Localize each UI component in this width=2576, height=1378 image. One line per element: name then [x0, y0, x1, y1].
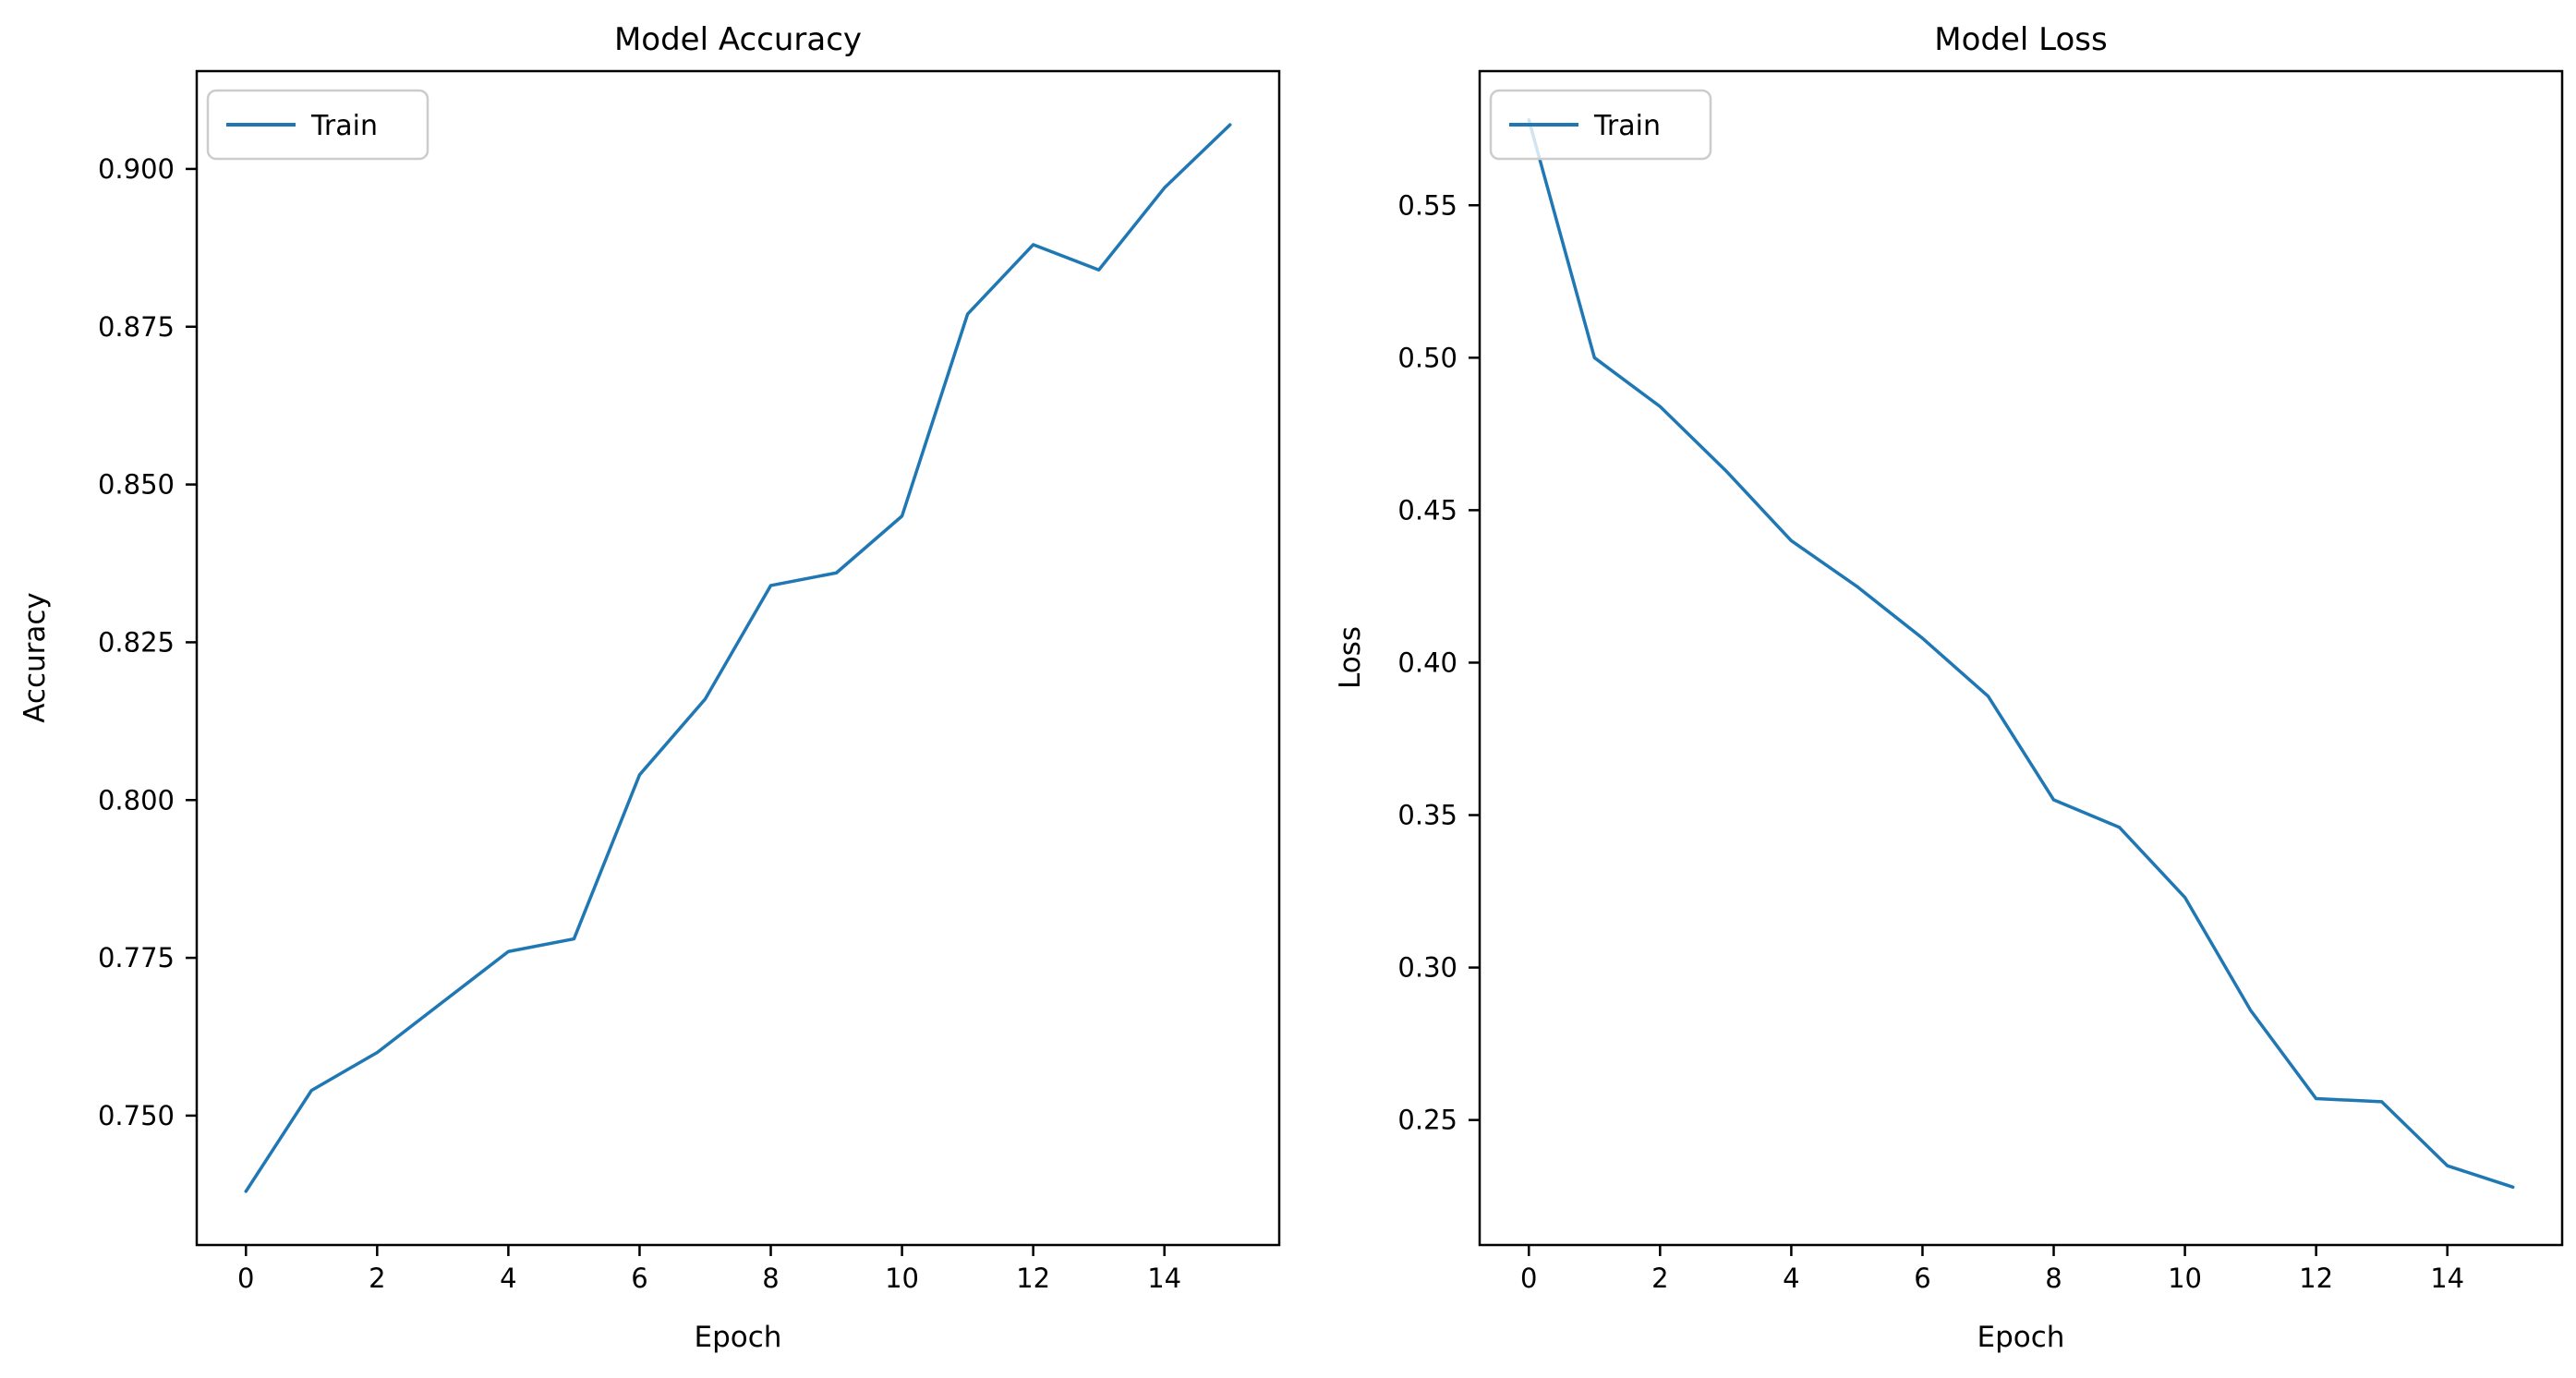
- x-tick-label: 4: [1783, 1263, 1799, 1294]
- x-tick-label: 10: [885, 1263, 919, 1294]
- y-tick-label: 0.825: [98, 626, 175, 658]
- plot-area: [1478, 69, 2564, 1247]
- legend-label: Train: [1593, 110, 1661, 142]
- y-tick-label: 0.35: [1397, 800, 1457, 831]
- x-tick-label: 0: [1520, 1263, 1537, 1294]
- plot-area: [195, 69, 1281, 1247]
- x-tick-label: 12: [2299, 1263, 2333, 1294]
- y-tick-label: 0.30: [1397, 952, 1457, 984]
- x-tick-label: 10: [2168, 1263, 2202, 1294]
- x-tick-label: 2: [369, 1263, 385, 1294]
- legend: Train: [1489, 89, 1712, 161]
- chart-title-loss: Model Loss: [1934, 21, 2108, 58]
- legend-box: [1489, 89, 1712, 161]
- train-line: [244, 123, 1232, 1193]
- x-axis-label-loss: Epoch: [1977, 1321, 2065, 1354]
- y-tick-label: 0.55: [1397, 189, 1457, 221]
- y-tick-label: 0.775: [98, 942, 175, 973]
- y-tick-label: 0.900: [98, 153, 175, 185]
- chart-0: 0 2 4 6 8 10 12 14 0.750 0.775 0.800 0.825 0.850 0.87…: [98, 69, 1281, 1294]
- legend-box: [206, 89, 429, 161]
- x-tick-label: 8: [2045, 1263, 2062, 1294]
- x-axis-label-accuracy: Epoch: [694, 1321, 782, 1354]
- legend: Train: [206, 89, 429, 161]
- y-tick-label: 0.750: [98, 1100, 175, 1131]
- x-tick-label: 6: [1914, 1263, 1930, 1294]
- y-tick-label: 0.800: [98, 784, 175, 816]
- y-tick-label: 0.45: [1397, 494, 1457, 526]
- x-tick-label: 0: [237, 1263, 254, 1294]
- chart-1: 0 2 4 6 8 10 12 14 0.25 0.30 0.35 0.40 0.45 0.50 0.55 T…: [1397, 69, 2564, 1294]
- y-tick-label: 0.25: [1397, 1105, 1457, 1136]
- legend-label: Train: [310, 110, 378, 142]
- y-tick-label: 0.875: [98, 311, 175, 343]
- x-tick-label: 12: [1016, 1263, 1050, 1294]
- x-tick-label: 8: [762, 1263, 779, 1294]
- x-tick-label: 4: [500, 1263, 516, 1294]
- y-tick-label: 0.850: [98, 469, 175, 501]
- y-tick-label: 0.50: [1397, 342, 1457, 373]
- x-tick-label: 2: [1651, 1263, 1668, 1294]
- y-tick-label: 0.40: [1397, 647, 1457, 678]
- x-tick-label: 14: [1147, 1263, 1181, 1294]
- train-line: [1527, 118, 2515, 1190]
- x-tick-label: 6: [631, 1263, 647, 1294]
- x-tick-label: 14: [2430, 1263, 2464, 1294]
- chart-title-accuracy: Model Accuracy: [613, 21, 863, 58]
